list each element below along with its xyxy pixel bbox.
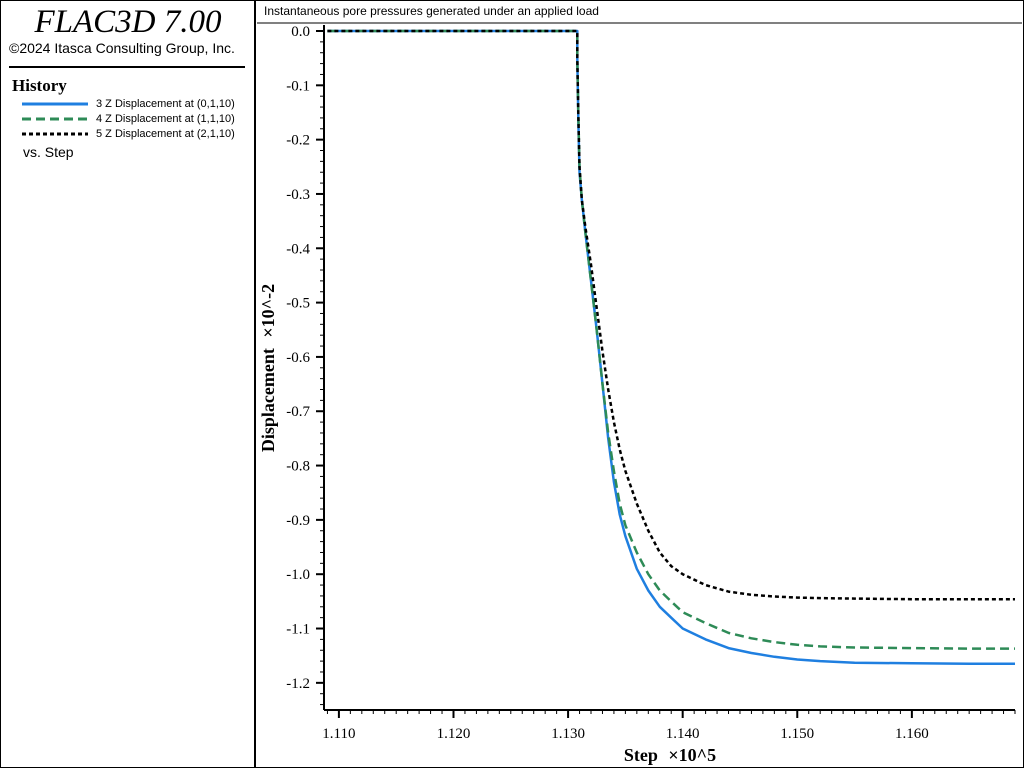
legend-item-3: 3 Z Displacement at (0,1,10) (22, 97, 235, 111)
y-tick-label: -0.6 (286, 350, 310, 366)
x-axis-title: Step (624, 745, 658, 765)
x-axis-scale: ×10^5 (668, 745, 716, 765)
x-tick-label: 1.160 (895, 726, 929, 742)
y-axis-scale: ×10^-2 (258, 284, 278, 338)
x-axis-label: Step ×10^5 (624, 745, 716, 765)
series-layer (327, 29, 1015, 666)
series-5-line (327, 29, 1015, 601)
divider (9, 66, 245, 68)
y-tick-label: 0.0 (291, 24, 310, 40)
legend-label-3: 3 Z Displacement at (0,1,10) (96, 98, 235, 110)
legend-item-4: 4 Z Displacement at (1,1,10) (22, 112, 235, 126)
legend-label-4: 4 Z Displacement at (1,1,10) (96, 113, 235, 125)
y-tick-label: -0.8 (286, 459, 310, 475)
y-tick-label: -0.7 (286, 404, 310, 420)
app-title: FLAC3D 7.00 (34, 4, 222, 40)
axes: 0.0 -0.1 -0.2 -0.3 -0.4 -0.5 -0.6 -0.7 -0.8 -0.9 -… (286, 24, 1016, 742)
legend-swatch-4 (22, 117, 88, 121)
x-tick-label: 1.110 (322, 726, 355, 742)
y-tick-label: -0.9 (286, 513, 310, 529)
legend-panel: FLAC3D 7.00 ©2024 Itasca Consulting Grou… (0, 0, 256, 768)
y-tick-label: -1.1 (286, 622, 310, 638)
history-heading: History (12, 76, 67, 95)
copyright-text: ©2024 Itasca Consulting Group, Inc. (9, 40, 235, 56)
x-tick-label: 1.140 (666, 726, 700, 742)
y-tick-label: -0.4 (286, 241, 310, 257)
y-tick-label: -1.0 (286, 567, 310, 583)
y-tick-label: -0.1 (286, 78, 310, 94)
y-axis-title: Displacement (258, 348, 278, 452)
legend-item-5: 5 Z Displacement at (2,1,10) (22, 127, 235, 141)
series-4-line (327, 29, 1015, 650)
y-tick-label: -0.3 (286, 187, 310, 203)
y-tick-label: -0.2 (286, 133, 310, 149)
vs-step-label: vs. Step (23, 144, 74, 160)
y-tick-label: -0.5 (286, 296, 310, 312)
x-tick-label: 1.150 (780, 726, 814, 742)
series-3-line (327, 29, 1015, 666)
legend-label-5: 5 Z Displacement at (2,1,10) (96, 128, 235, 140)
legend-swatch-5 (22, 132, 88, 136)
x-tick-label: 1.130 (551, 726, 585, 742)
y-tick-label: -1.2 (286, 676, 310, 692)
legend-swatch-3 (22, 102, 88, 106)
x-tick-label: 1.120 (437, 726, 471, 742)
chart-title: Instantaneous pore pressures generated u… (264, 4, 599, 18)
y-axis-label: Displacement ×10^-2 (258, 284, 278, 452)
